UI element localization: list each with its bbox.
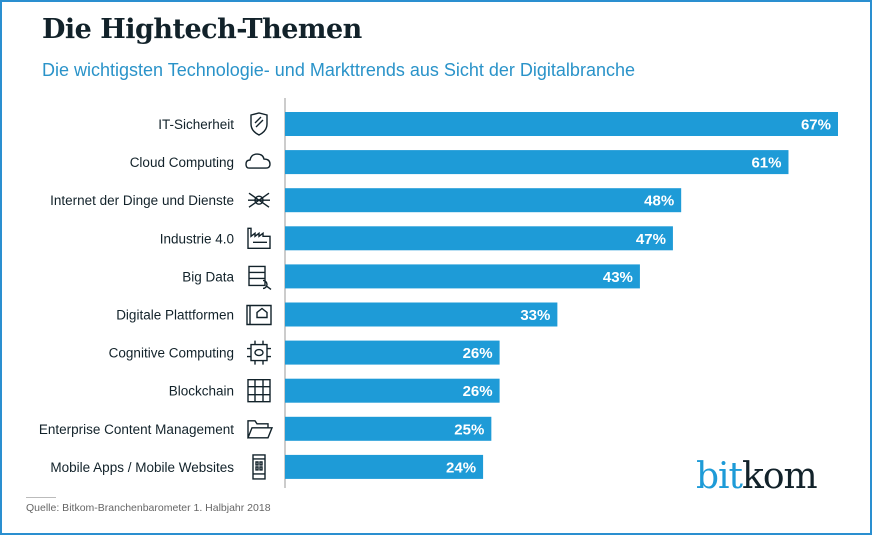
- bar-group: 43% Big Data: [182, 264, 640, 290]
- bar: [285, 264, 640, 289]
- category-label: Mobile Apps / Mobile Websites: [50, 460, 234, 475]
- bar-group: 61% Cloud Computing: [130, 150, 789, 175]
- source-note: Quelle: Bitkom-Branchenbarometer 1. Halb…: [26, 502, 271, 514]
- data-label: 47%: [636, 231, 666, 248]
- bitkom-logo: bitkom: [696, 456, 818, 497]
- factory-icon: [247, 227, 271, 250]
- data-label: 26%: [463, 383, 493, 400]
- tablet-home-icon: [246, 304, 272, 326]
- database-search-icon: [248, 265, 272, 290]
- chart-subtitle: Die wichtigsten Technologie- und Markttr…: [42, 60, 635, 80]
- bar-group: 24% Mobile Apps / Mobile Websites: [50, 454, 484, 480]
- cloud-icon: [245, 153, 271, 169]
- data-label: 25%: [454, 421, 484, 438]
- bar-group: 26% Blockchain: [169, 378, 500, 403]
- smartphone-icon: [252, 454, 266, 480]
- bar: [285, 150, 789, 175]
- bar: [285, 416, 492, 441]
- grid-blocks-icon: [247, 379, 271, 403]
- data-label: 26%: [463, 345, 493, 362]
- chart-title: Die Hightech-Themen: [42, 14, 362, 45]
- data-label: 48%: [644, 193, 674, 210]
- bar-group: 33% Digitale Plattformen: [116, 302, 558, 327]
- category-label: Enterprise Content Management: [39, 422, 234, 437]
- bar: [285, 340, 500, 365]
- atom-network-icon: [248, 192, 270, 208]
- bar: [285, 188, 682, 213]
- bar-group: 67% IT-Sicherheit: [158, 112, 838, 136]
- bar: [285, 378, 500, 403]
- bar: [285, 302, 558, 327]
- bar-group: 47% Industrie 4.0: [160, 226, 673, 251]
- chip-brain-icon: [247, 340, 271, 365]
- bar-group: 48% Internet der Dinge und Dienste: [50, 188, 682, 213]
- logo-part-2: kom: [742, 456, 818, 497]
- source-rule: [26, 497, 56, 498]
- folder-icon: [246, 420, 274, 439]
- bar: [285, 226, 673, 251]
- bar: [285, 112, 838, 136]
- bar-group: 25% Enterprise Content Management: [39, 416, 492, 441]
- category-label: IT-Sicherheit: [158, 117, 234, 132]
- category-label: Big Data: [182, 269, 234, 284]
- data-label: 24%: [446, 459, 476, 476]
- data-label: 43%: [603, 269, 633, 286]
- data-label: 67%: [801, 117, 831, 134]
- shield-icon: [250, 112, 268, 136]
- category-label: Internet der Dinge und Dienste: [50, 193, 234, 208]
- category-label: Industrie 4.0: [160, 231, 234, 246]
- category-label: Blockchain: [169, 384, 234, 399]
- bar: [285, 454, 484, 479]
- data-label: 61%: [751, 155, 781, 172]
- data-label: 33%: [520, 307, 550, 324]
- category-label: Cognitive Computing: [109, 346, 234, 361]
- bar-group: 26% Cognitive Computing: [109, 340, 500, 365]
- category-label: Cloud Computing: [130, 155, 234, 170]
- category-label: Digitale Plattformen: [116, 308, 234, 323]
- logo-part-1: bit: [696, 456, 743, 497]
